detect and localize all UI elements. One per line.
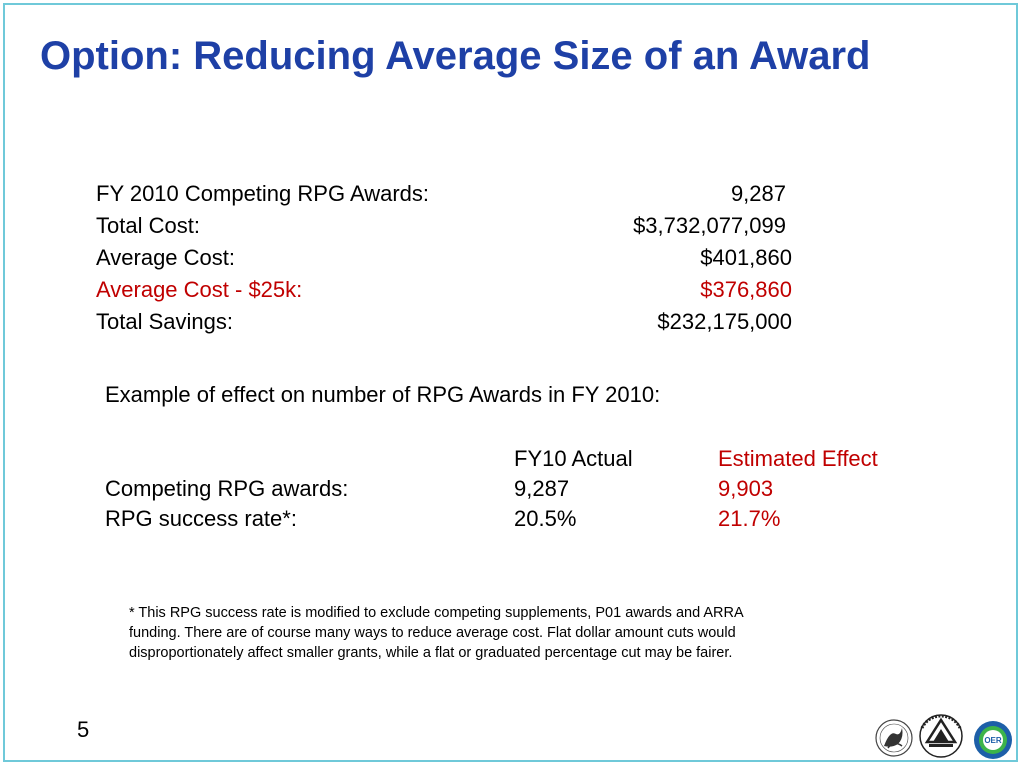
slide-title: Option: Reducing Average Size of an Awar… bbox=[40, 34, 871, 78]
footnote-line: funding. There are of course many ways t… bbox=[129, 625, 736, 641]
stat-row-reduced-average-cost: Average Cost - $25k: $376,860 bbox=[96, 274, 796, 306]
actual-value: 20.5% bbox=[514, 506, 577, 531]
stat-label: Average Cost: bbox=[96, 245, 236, 270]
stat-value: $3,732,077,099 bbox=[633, 213, 786, 238]
oer-logo-icon: OER bbox=[974, 721, 1012, 759]
stat-label: Average Cost - $25k: bbox=[96, 277, 303, 302]
stat-value: $232,175,000 bbox=[657, 309, 792, 334]
nih-logo-icon bbox=[919, 714, 963, 758]
row-label: RPG success rate*: bbox=[105, 506, 297, 531]
footnote: * This RPG success rate is modified to e… bbox=[129, 603, 869, 663]
stat-row-total-cost: Total Cost: $3,732,077,099 bbox=[96, 210, 796, 242]
slide-frame bbox=[3, 3, 1018, 762]
oer-logo-text: OER bbox=[984, 736, 1002, 745]
stat-label: FY 2010 Competing RPG Awards: bbox=[96, 181, 430, 206]
stat-value: $376,860 bbox=[700, 277, 792, 302]
stat-value: $401,860 bbox=[700, 245, 792, 270]
stat-label: Total Savings: bbox=[96, 309, 233, 334]
stat-row-average-cost: Average Cost: $401,860 bbox=[96, 242, 796, 274]
stat-label: Total Cost: bbox=[96, 213, 200, 238]
footnote-line: * This RPG success rate is modified to e… bbox=[129, 605, 744, 621]
stat-row-competing-awards: FY 2010 Competing RPG Awards: 9,287 bbox=[96, 178, 796, 210]
estimated-value: 9,903 bbox=[718, 476, 774, 501]
row-label: Competing RPG awards: bbox=[105, 476, 349, 501]
example-heading: Example of effect on number of RPG Award… bbox=[105, 382, 661, 407]
hhs-seal-icon bbox=[875, 719, 913, 757]
stat-value: 9,287 bbox=[730, 181, 786, 206]
agency-logos: OER bbox=[875, 714, 1012, 759]
footnote-line: disproportionately affect smaller grants… bbox=[129, 645, 733, 661]
column-header-actual: FY10 Actual bbox=[514, 446, 633, 471]
column-header-estimated: Estimated Effect bbox=[718, 446, 878, 471]
actual-value: 9,287 bbox=[514, 476, 570, 501]
summary-stats: FY 2010 Competing RPG Awards: 9,287 Tota… bbox=[96, 178, 796, 338]
page-number: 5 bbox=[77, 717, 90, 742]
estimated-value: 21.7% bbox=[718, 506, 781, 531]
stat-row-total-savings: Total Savings: $232,175,000 bbox=[96, 306, 796, 338]
